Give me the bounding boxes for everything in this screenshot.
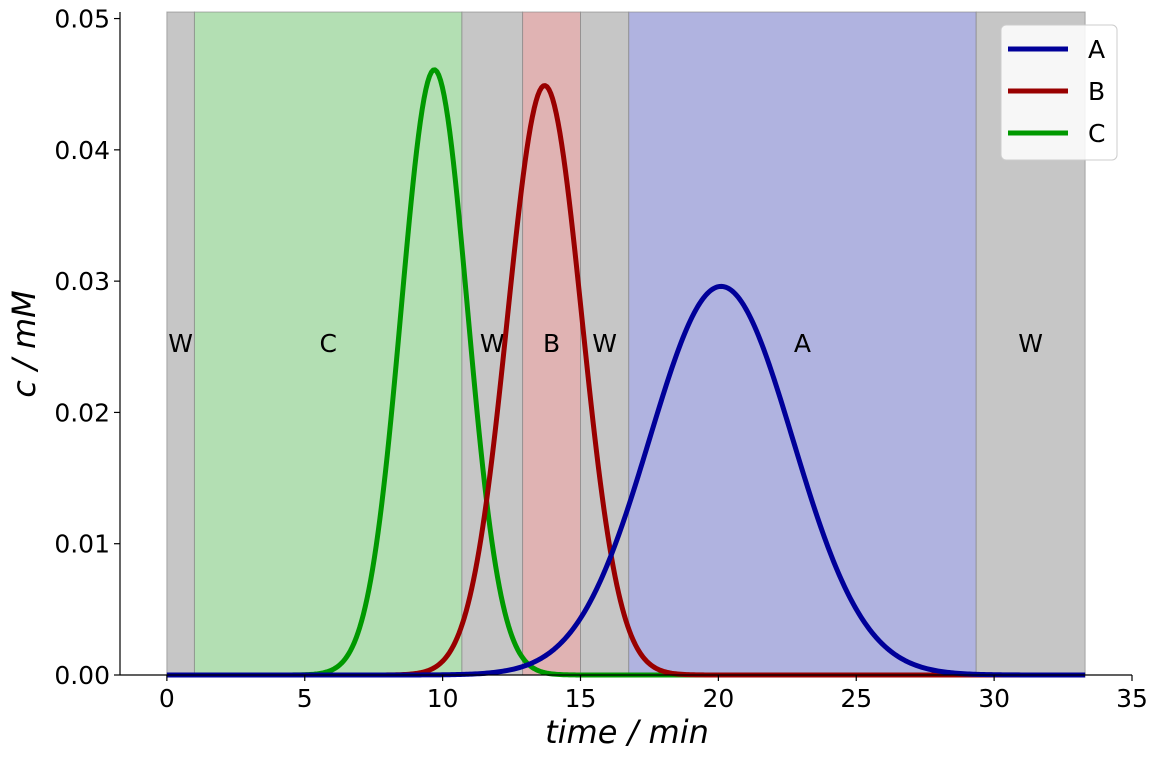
x-tick-label-4: 20 [702, 684, 734, 713]
region-4 [580, 11, 630, 676]
axes: 0 5 10 15 20 25 30 35 0.00 0.01 0.02 0.03 0.04 0.05 [54, 5, 1148, 713]
y-axis-title: c / mM [5, 290, 43, 398]
x-axis-title: time / min [545, 713, 709, 751]
y-tick-label-2: 0.02 [54, 398, 110, 427]
x-tick-label-1: 5 [297, 684, 313, 713]
y-tick-label-4: 0.04 [54, 136, 110, 165]
x-tick-label-3: 15 [565, 684, 597, 713]
region-label-5: A [794, 329, 811, 358]
legend: ABC [1000, 24, 1118, 161]
shaded-regions [166, 11, 1086, 676]
legend-label-C: C [1088, 119, 1105, 148]
legend-label-A: A [1088, 35, 1105, 64]
region-label-0: W [168, 329, 193, 358]
y-tick-label-5: 0.05 [54, 5, 110, 34]
y-tick-label-1: 0.01 [54, 530, 110, 559]
region-label-4: W [592, 329, 617, 358]
region-label-1: C [319, 329, 336, 358]
legend-label-B: B [1088, 77, 1105, 106]
x-tick-label-2: 10 [427, 684, 459, 713]
region-label-2: W [480, 329, 505, 358]
x-tick-label-7: 35 [1116, 684, 1148, 713]
x-tick-label-6: 30 [978, 684, 1010, 713]
region-label-3: B [543, 329, 560, 358]
x-tick-label-0: 0 [159, 684, 175, 713]
y-tick-label-0: 0.00 [54, 661, 110, 690]
region-0 [166, 11, 195, 676]
region-1 [193, 11, 463, 676]
region-label-6: W [1018, 329, 1043, 358]
x-tick-label-5: 25 [840, 684, 872, 713]
y-tick-label-3: 0.03 [54, 267, 110, 296]
region-5 [628, 11, 977, 676]
